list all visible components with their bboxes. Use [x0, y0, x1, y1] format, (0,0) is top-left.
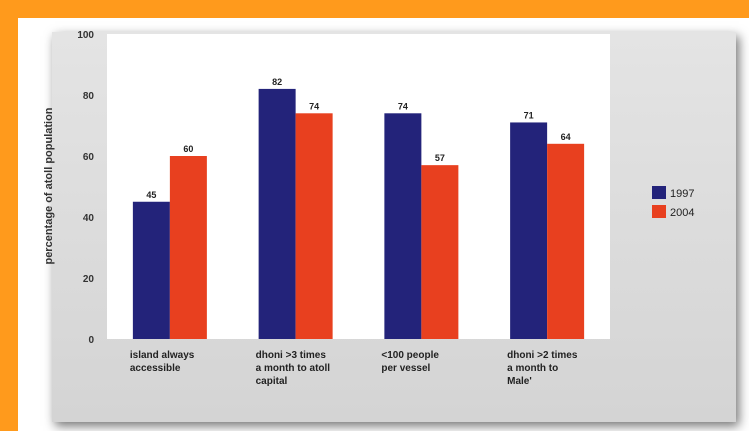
bar-2004	[421, 165, 459, 339]
bar-value-label: 74	[309, 101, 319, 111]
x-category-label: <100 people per vessel	[381, 350, 439, 374]
legend-swatch-2004	[652, 205, 666, 218]
y-tick-label: 20	[83, 274, 95, 285]
bar-1997	[258, 88, 296, 340]
bar-value-label: 64	[561, 132, 571, 142]
bar-value-label: 57	[435, 153, 445, 163]
legend-swatch-1997	[652, 186, 666, 199]
y-axis-label: percentage of atoll population	[43, 107, 55, 264]
bar-value-label: 74	[398, 101, 408, 111]
bar-value-label: 71	[524, 110, 534, 120]
x-category-label: dhoni >2 times a month to Male'	[507, 350, 578, 387]
y-tick-label: 80	[83, 91, 95, 102]
y-tick-label: 40	[83, 213, 95, 224]
x-category-label: dhoni >3 times a month to atoll capital	[256, 350, 331, 387]
bar-value-label: 45	[146, 190, 156, 200]
bar-1997	[132, 201, 170, 339]
legend-label-2004: 2004	[670, 207, 694, 219]
bar-2004	[169, 156, 207, 339]
bar-2004	[547, 143, 585, 339]
bar-1997	[510, 122, 548, 339]
y-tick-label: 0	[88, 335, 94, 346]
y-tick-label: 100	[77, 30, 94, 41]
x-category-label: island always accessible	[130, 350, 195, 374]
bar-value-label: 82	[272, 77, 282, 87]
legend-label-1997: 1997	[670, 188, 694, 200]
y-tick-label: 60	[83, 152, 95, 163]
bar-2004	[295, 113, 333, 339]
bar-value-label: 60	[183, 144, 193, 154]
bar-1997	[384, 113, 422, 339]
